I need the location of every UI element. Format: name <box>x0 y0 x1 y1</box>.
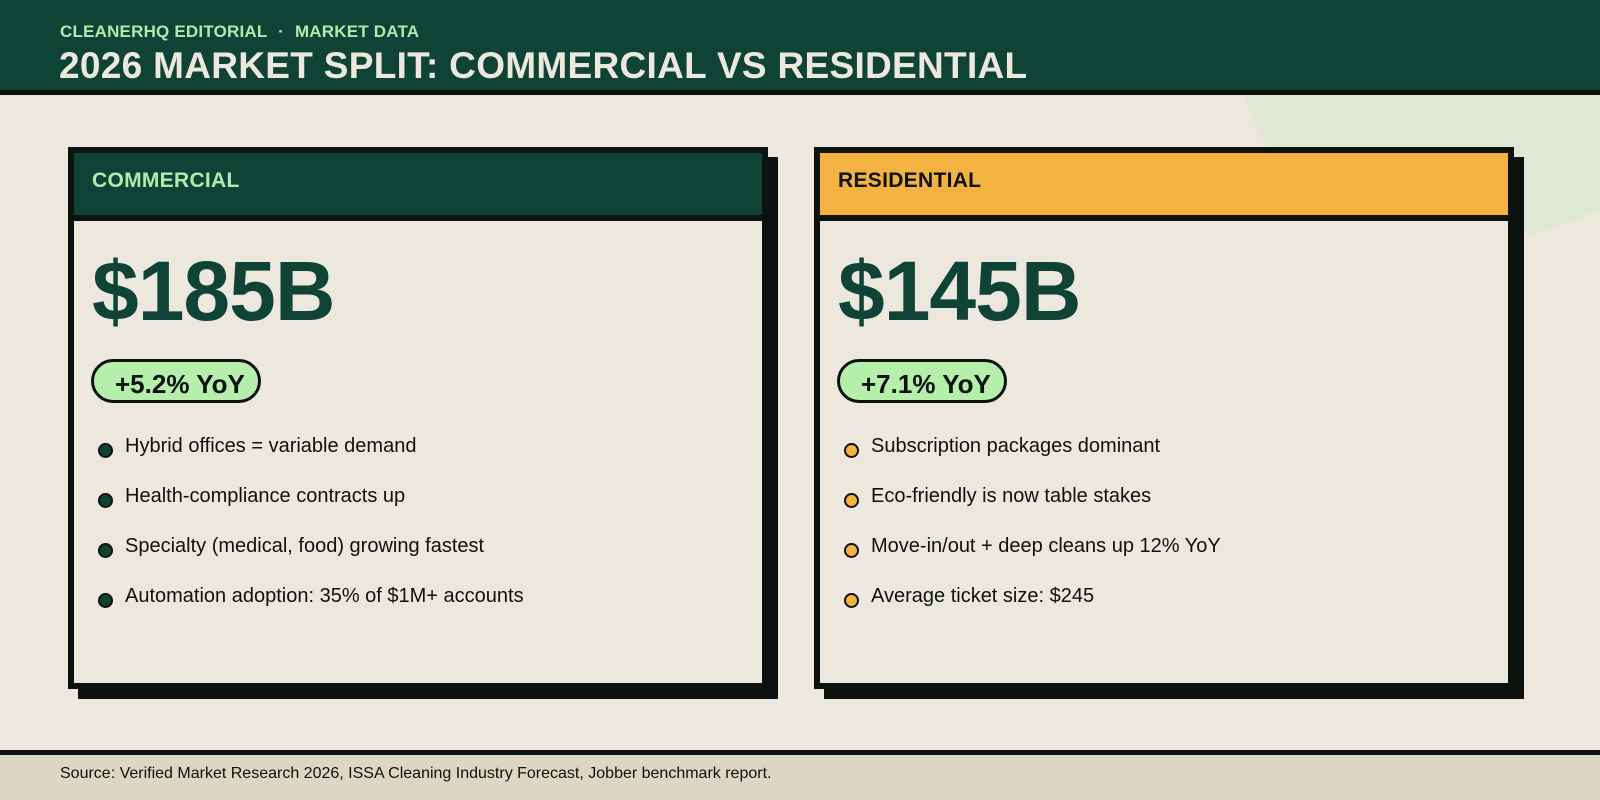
bullet-dot-icon <box>98 543 113 558</box>
commercial-growth-badge: +5.2% YoY <box>91 359 261 403</box>
bullet-dot-icon <box>98 493 113 508</box>
bullet-text: Hybrid offices = variable demand <box>125 435 417 457</box>
residential-card: RESIDENTIAL $145B +7.1% YoY Subscription… <box>814 147 1514 689</box>
bullet-dot-icon <box>844 543 859 558</box>
page-title: 2026 MARKET SPLIT: COMMERCIAL VS RESIDEN… <box>59 45 1028 86</box>
residential-market-value: $145B <box>838 244 1082 338</box>
commercial-card-header: COMMERCIAL <box>74 153 762 221</box>
eyebrow: CLEANERHQ EDITORIAL · MARKET DATA <box>60 22 419 42</box>
eyebrow-separator: · <box>278 22 284 41</box>
bullet-text: Eco-friendly is now table stakes <box>871 485 1152 507</box>
bullet-text: Automation adoption: 35% of $1M+ account… <box>125 585 524 607</box>
header-bar: CLEANERHQ EDITORIAL · MARKET DATA 2026 M… <box>0 0 1600 95</box>
commercial-market-value: $185B <box>92 244 336 338</box>
bullet-text: Average ticket size: $245 <box>871 585 1095 607</box>
eyebrow-section: MARKET DATA <box>294 22 420 41</box>
residential-card-header: RESIDENTIAL <box>820 153 1508 221</box>
bullet-dot-icon <box>844 593 859 608</box>
bullet-text: Move-in/out + deep cleans up 12% YoY <box>871 535 1221 557</box>
eyebrow-brand: CLEANERHQ EDITORIAL <box>60 22 268 41</box>
bullet-text: Specialty (medical, food) growing fastes… <box>125 535 485 557</box>
bullet-dot-icon <box>844 443 859 458</box>
bullet-dot-icon <box>98 443 113 458</box>
commercial-card: COMMERCIAL $185B +5.2% YoY Hybrid office… <box>68 147 768 689</box>
residential-growth-badge: +7.1% YoY <box>837 359 1007 403</box>
footer-bar: Source: Verified Market Research 2026, I… <box>0 750 1600 800</box>
bullet-dot-icon <box>98 593 113 608</box>
bullet-text: Subscription packages dominant <box>871 435 1161 457</box>
source-note: Source: Verified Market Research 2026, I… <box>60 765 772 782</box>
bullet-dot-icon <box>844 493 859 508</box>
bullet-text: Health-compliance contracts up <box>125 485 406 507</box>
